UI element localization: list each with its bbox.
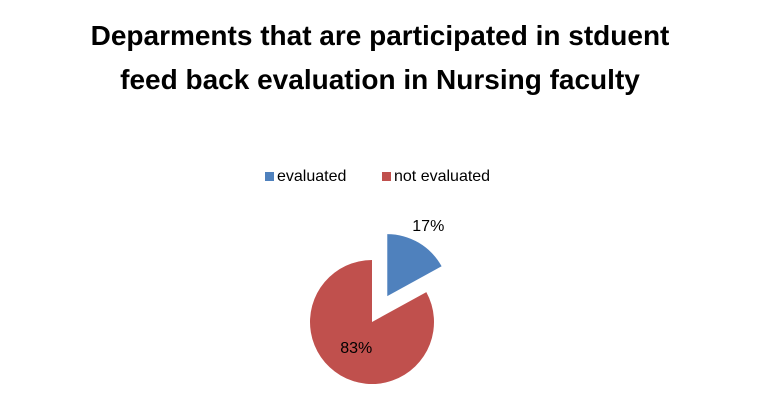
pie-slice <box>309 260 434 384</box>
pie-slice <box>387 234 442 297</box>
data-label: 83% <box>340 340 372 357</box>
legend-label: not evaluated <box>394 168 490 185</box>
legend-swatch <box>382 172 391 181</box>
legend-swatch <box>265 172 274 181</box>
data-label: 17% <box>412 218 444 235</box>
legend-label: evaluated <box>277 168 346 185</box>
chart-title: Deparments that are participated in stdu… <box>90 20 670 95</box>
